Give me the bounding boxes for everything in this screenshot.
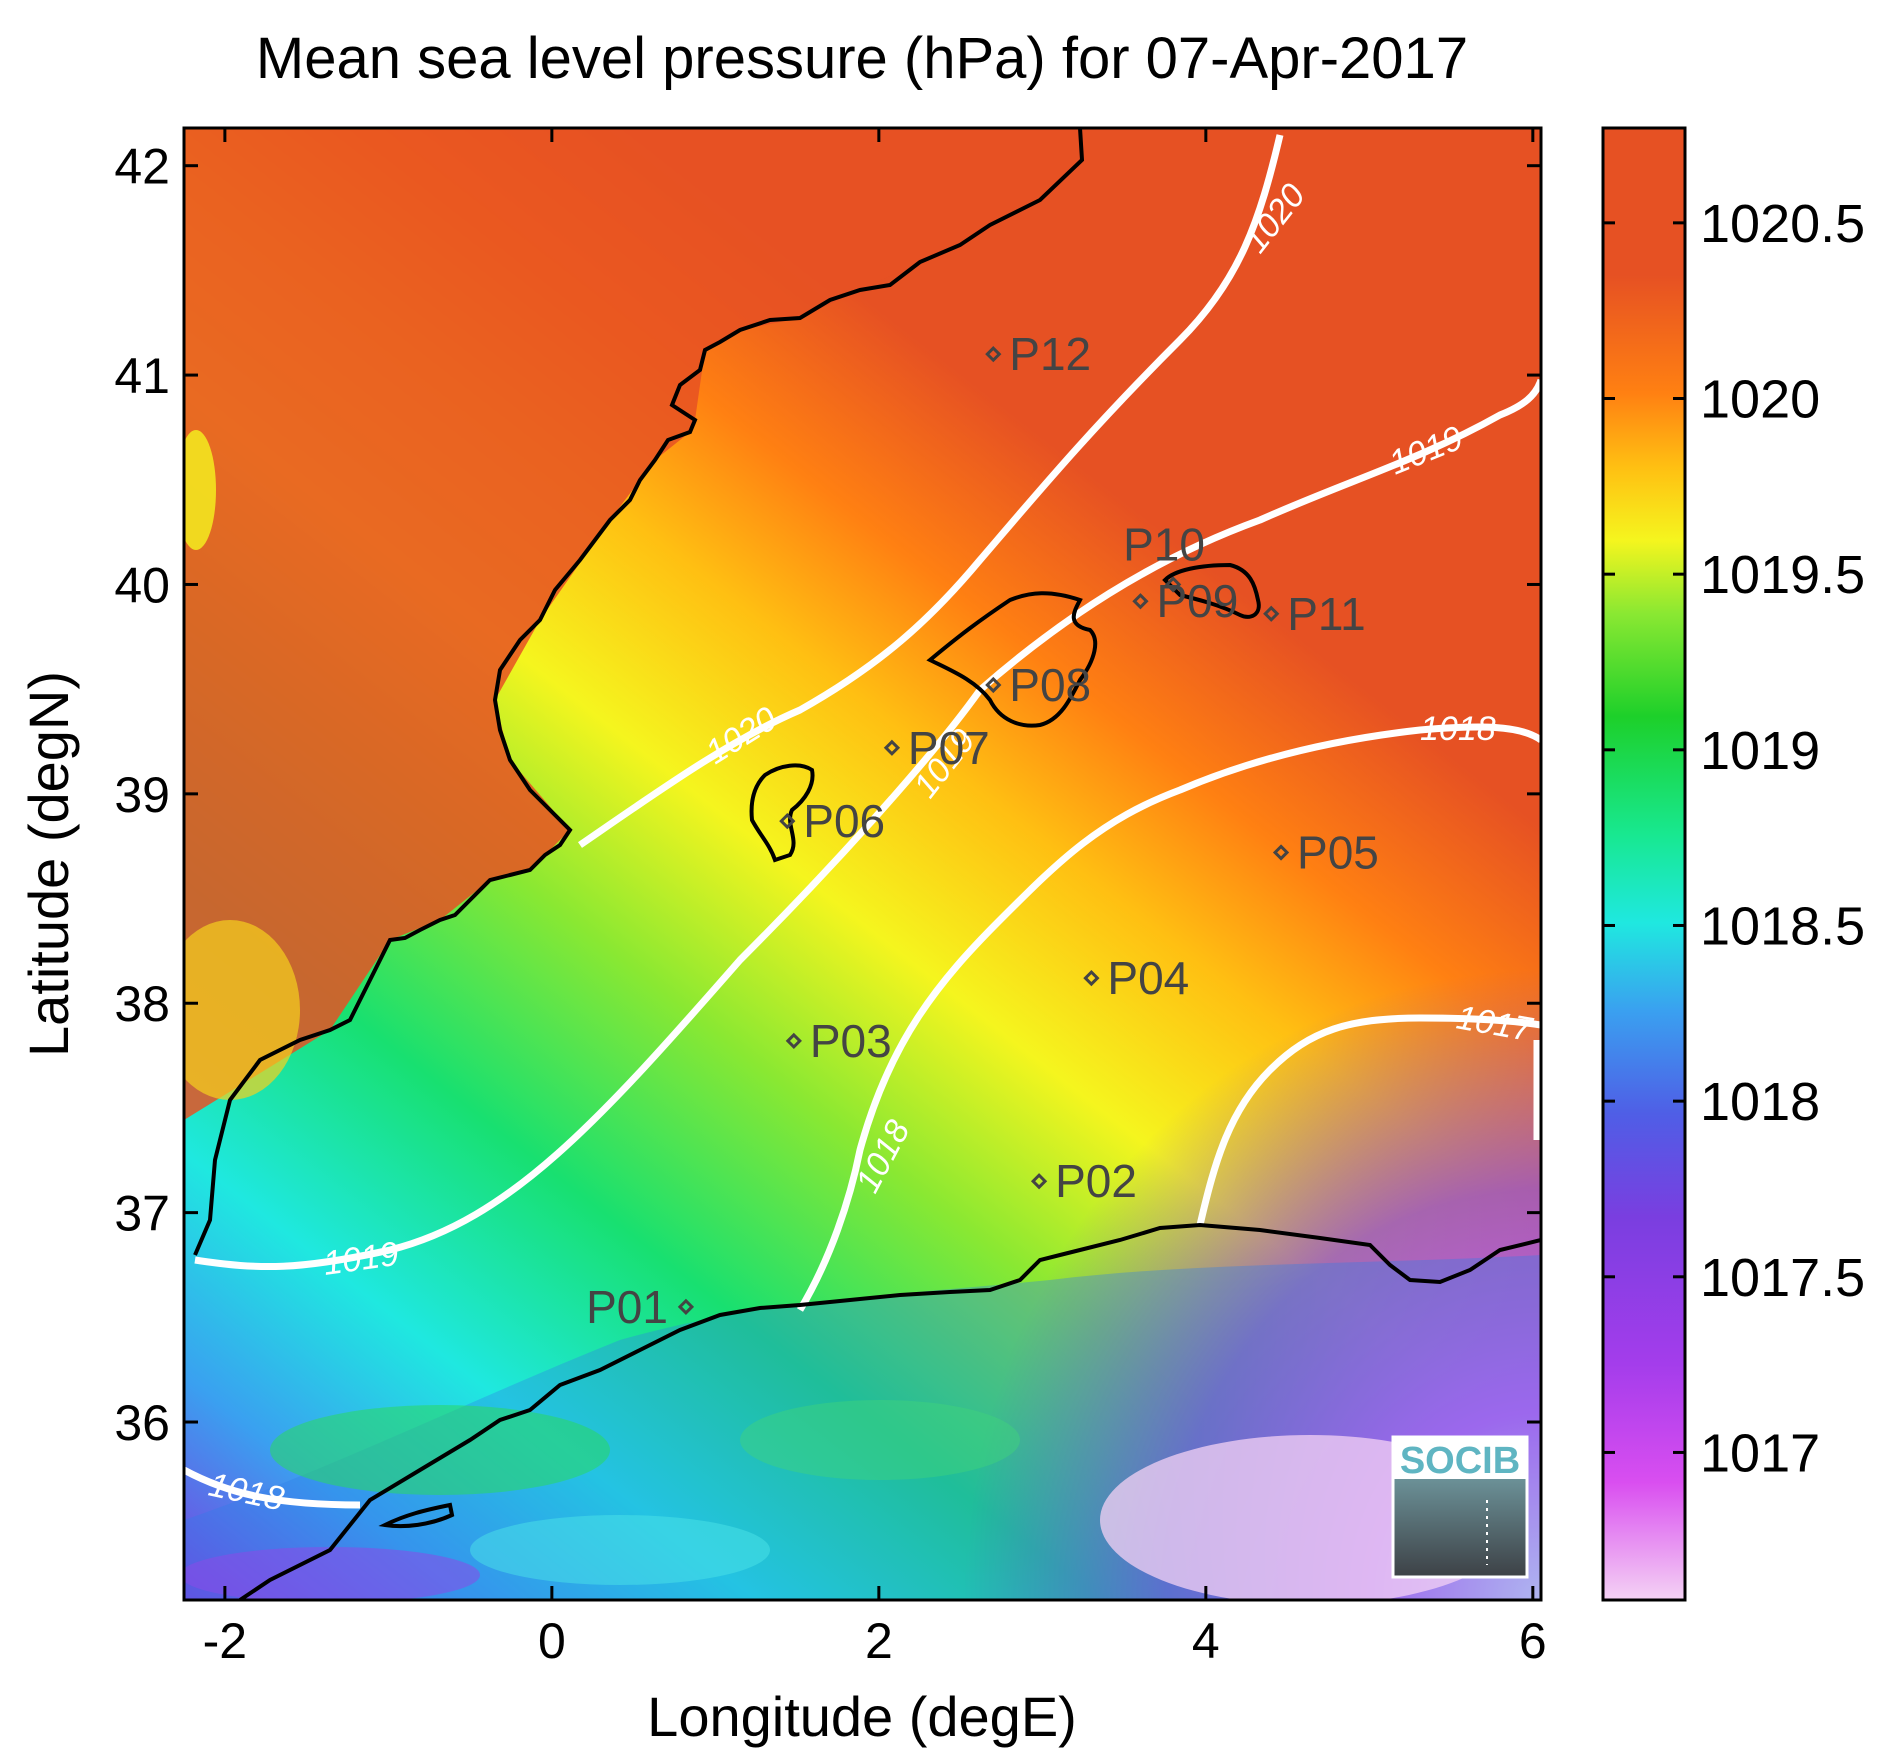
y-tick-label: 39: [114, 767, 170, 823]
colorbar-tick-label: 1017.5: [1700, 1248, 1865, 1308]
station-marker: [883, 739, 901, 756]
station-label: P07: [908, 722, 990, 774]
station-marker: [985, 676, 1002, 694]
y-tick-label: 40: [114, 557, 170, 613]
plot-frame: [182, 126, 1543, 1602]
colorbar-tick-label: 1018: [1700, 1072, 1820, 1132]
station-marker: [1165, 576, 1182, 593]
station-label: P11: [1287, 588, 1365, 640]
coastline-mallorca: [926, 591, 1098, 728]
y-axis-label: Latitude (degN): [17, 671, 80, 1057]
contour-1019: [194, 378, 1541, 1271]
y-tick-label: 37: [114, 1186, 170, 1242]
x-tick-label: -2: [203, 1613, 247, 1669]
colorbar-tick-label: 1018.5: [1700, 896, 1865, 956]
colorbar-tick-label: 1020.5: [1700, 194, 1865, 254]
coastline-menorca: [1162, 562, 1261, 619]
x-tick-label: 0: [538, 1613, 566, 1669]
y-tick-label: 42: [114, 139, 170, 195]
station-label: P09: [1156, 575, 1238, 627]
coastline-alboran: [378, 1502, 455, 1529]
contour-1017: [1196, 1014, 1541, 1226]
station-marker: [1083, 969, 1100, 987]
y-axis-ticks: 36 37 38 39 40 41 42: [114, 139, 1541, 1451]
contour-1018: [796, 723, 1541, 1312]
station-marker: [1030, 1173, 1048, 1190]
green-patch-west: [270, 1405, 610, 1495]
station-marker: [1263, 605, 1280, 622]
plot-area: 1020 1020 1019 1019 1019 1018 1018 1018 …: [184, 128, 1541, 1600]
y-tick-label: 41: [114, 348, 170, 404]
station-label: P12: [1009, 328, 1091, 380]
colorbar-gradient: [1601, 126, 1687, 1602]
coastline-iberia: [193, 128, 1085, 1256]
yellow-inland-patch: [184, 920, 300, 1100]
coastline-ibiza: [749, 763, 815, 863]
socib-logo: SOCIB: [1391, 1435, 1529, 1579]
station-label: P05: [1297, 826, 1379, 878]
y-tick-label: 36: [114, 1395, 170, 1451]
station-marker: [985, 346, 1002, 363]
colorbar-tick-label: 1020: [1700, 370, 1820, 430]
iberia-high-pressure: [184, 128, 1082, 1120]
x-tick-label: 6: [1519, 1613, 1547, 1669]
colorbar-tick-label: 1019: [1700, 721, 1820, 781]
station-label: P10: [1123, 518, 1205, 570]
station-label: P04: [1107, 952, 1189, 1004]
y-tick-label: 38: [114, 976, 170, 1032]
station-marker: [785, 1032, 802, 1050]
station-marker: [1272, 844, 1290, 861]
station-label: P03: [810, 1015, 892, 1067]
x-tick-label: 4: [1192, 1613, 1220, 1669]
colorbar: 1017 1017.5 1018 1018.5 1019 1019.5 1020 1020.5: [1601, 126, 1865, 1602]
x-axis-label: Longitude (degE): [647, 1685, 1077, 1748]
chart-title: Mean sea level pressure (hPa) for 07-Apr…: [256, 26, 1468, 91]
station-marker: [779, 812, 796, 830]
socib-logo-text: SOCIB: [1400, 1440, 1520, 1482]
contour-1020: [578, 134, 1284, 848]
x-tick-label: 2: [865, 1613, 893, 1669]
station-marker: [1132, 593, 1149, 610]
station-label: P08: [1009, 659, 1091, 711]
station-label: P02: [1055, 1155, 1137, 1207]
contour-label-1018-b: 1018: [1420, 710, 1496, 748]
contour-1018-south: [184, 1466, 361, 1509]
yellow-inland-patch-west: [184, 430, 216, 550]
station-label: P01: [586, 1281, 668, 1333]
x-axis-ticks: -2 0 2 4 6: [203, 128, 1547, 1669]
coastline-africa: [238, 1222, 1541, 1600]
station-label: P06: [803, 795, 885, 847]
station-marker: [677, 1298, 695, 1315]
colorbar-tick-label: 1019.5: [1700, 545, 1865, 605]
green-patch-center: [740, 1400, 1020, 1480]
cyan-patch: [470, 1515, 770, 1585]
colorbar-ticks: 1017 1017.5 1018 1018.5 1019 1019.5 1020 1020.5: [1603, 194, 1865, 1483]
colorbar-tick-label: 1017: [1700, 1423, 1820, 1483]
